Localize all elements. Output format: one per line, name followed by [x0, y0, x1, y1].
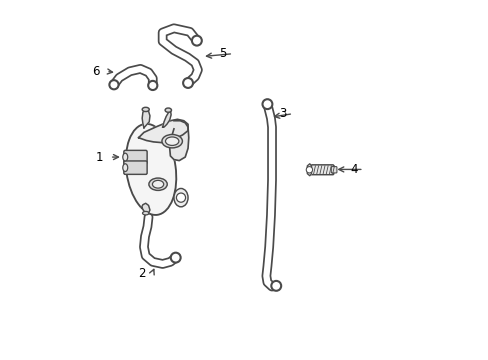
FancyBboxPatch shape: [310, 165, 333, 175]
Text: 3: 3: [279, 107, 286, 120]
Circle shape: [271, 281, 281, 291]
Polygon shape: [163, 110, 171, 127]
Circle shape: [183, 78, 193, 88]
Ellipse shape: [125, 124, 176, 215]
Circle shape: [148, 81, 157, 90]
Ellipse shape: [142, 107, 149, 112]
FancyBboxPatch shape: [123, 150, 147, 164]
Text: 4: 4: [349, 163, 357, 176]
Polygon shape: [169, 121, 188, 161]
Polygon shape: [142, 109, 150, 128]
Ellipse shape: [122, 153, 127, 161]
Polygon shape: [306, 164, 311, 176]
Ellipse shape: [162, 135, 182, 148]
Circle shape: [176, 193, 185, 202]
Text: 5: 5: [219, 47, 226, 60]
Ellipse shape: [142, 211, 148, 215]
Ellipse shape: [165, 108, 171, 112]
Circle shape: [109, 80, 118, 89]
Ellipse shape: [152, 180, 163, 188]
Ellipse shape: [148, 178, 167, 190]
Text: 2: 2: [138, 267, 145, 280]
Ellipse shape: [165, 137, 179, 145]
Circle shape: [305, 167, 312, 173]
Polygon shape: [141, 203, 150, 213]
Circle shape: [262, 99, 272, 109]
FancyBboxPatch shape: [123, 161, 147, 174]
Text: 1: 1: [96, 150, 103, 163]
Circle shape: [192, 36, 202, 46]
Ellipse shape: [122, 164, 127, 171]
Text: 6: 6: [92, 65, 100, 78]
Circle shape: [170, 253, 180, 262]
Polygon shape: [139, 119, 188, 143]
FancyBboxPatch shape: [330, 167, 336, 173]
Ellipse shape: [174, 189, 188, 207]
